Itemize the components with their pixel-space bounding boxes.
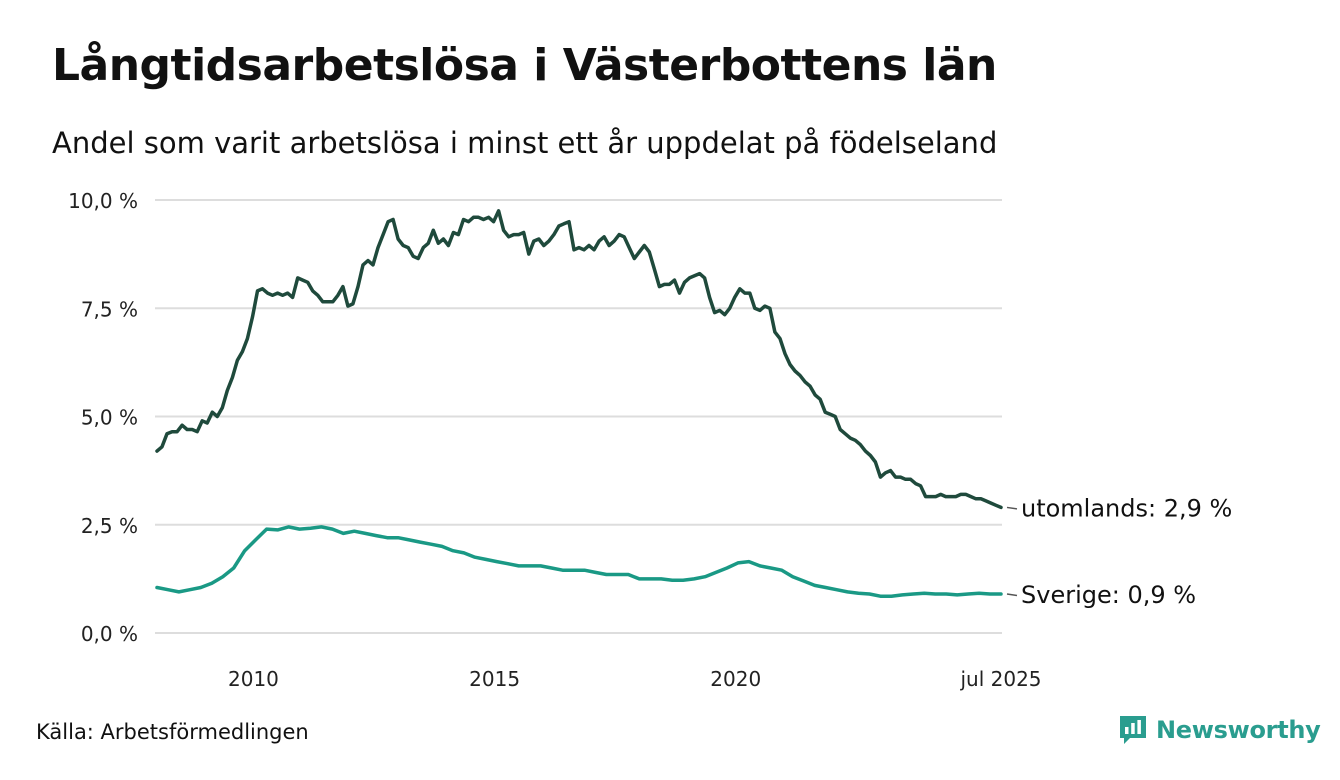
y-tick-label: 0,0 %: [81, 622, 138, 646]
x-tick-label: 2020: [710, 667, 761, 691]
series-end-label: Sverige: 0,9 %: [1021, 581, 1196, 609]
series-lines: [155, 209, 1003, 598]
gridlines: [155, 199, 1002, 634]
x-tick-label: 2010: [228, 667, 279, 691]
y-tick-label: 2,5 %: [81, 514, 138, 538]
y-tick-label: 10,0 %: [68, 189, 138, 213]
y-axis-ticks: 0,0 % 2,5 % 5,0 % 7,5 % 10,0 %: [68, 189, 138, 646]
series-line-sverige: [155, 525, 1003, 598]
chart-title: Långtidsarbetslösa i Västerbottens län: [52, 40, 997, 91]
y-tick-label: 5,0 %: [81, 406, 138, 430]
newsworthy-logo-icon: [1120, 716, 1146, 744]
brand-name: Newsworthy: [1156, 716, 1321, 744]
y-tick-label: 7,5 %: [81, 297, 138, 321]
x-axis-ticks: 2010 2015 2020 jul 2025: [228, 667, 1042, 691]
x-tick-label: jul 2025: [959, 667, 1041, 691]
series-end-label: utomlands: 2,9 %: [1021, 494, 1232, 522]
x-tick-label: 2015: [469, 667, 520, 691]
end-label-connector: [1006, 506, 1018, 510]
brand-logo: Newsworthy: [1118, 714, 1321, 746]
series-end-labels: utomlands: 2,9 % Sverige: 0,9 %: [1006, 494, 1232, 609]
source-note: Källa: Arbetsförmedlingen: [36, 720, 309, 744]
chart-subtitle: Andel som varit arbetslösa i minst ett å…: [52, 126, 998, 160]
end-label-connector: [1006, 593, 1018, 597]
series-line-utomlands: [155, 209, 1003, 510]
